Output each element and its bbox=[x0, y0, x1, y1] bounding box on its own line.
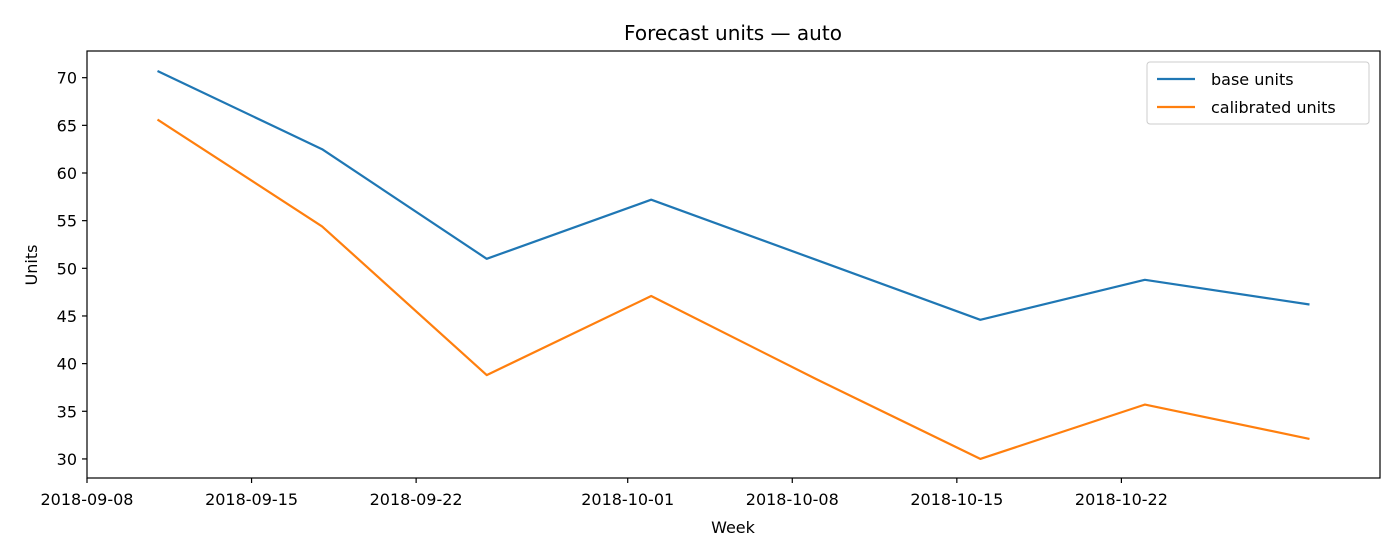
y-tick-label: 55 bbox=[57, 212, 77, 231]
y-tick-label: 40 bbox=[57, 355, 77, 374]
y-tick-label: 50 bbox=[57, 259, 77, 278]
x-tick-label: 2018-09-15 bbox=[205, 490, 298, 509]
plot-area bbox=[86, 50, 1381, 479]
series-line-2 bbox=[156, 118, 1310, 460]
legend-label: base units bbox=[1211, 70, 1294, 89]
x-tick-label: 2018-10-01 bbox=[581, 490, 674, 509]
x-tick-label: 2018-09-08 bbox=[41, 490, 134, 509]
legend: base units calibrated units bbox=[1146, 61, 1370, 125]
y-tick-label: 60 bbox=[57, 164, 77, 183]
y-tick-label: 35 bbox=[57, 402, 77, 421]
x-tick-label: 2018-10-08 bbox=[746, 490, 839, 509]
plot-frame bbox=[86, 50, 1381, 479]
series-line-1 bbox=[157, 70, 1310, 321]
chart-title: Forecast units — auto bbox=[624, 21, 842, 45]
legend-label: calibrated units bbox=[1211, 98, 1336, 117]
y-tick-label: 70 bbox=[57, 69, 77, 88]
y-axis-title: Units bbox=[22, 245, 41, 286]
x-tick-label: 2018-09-22 bbox=[370, 490, 463, 509]
y-axis: 30 35 40 45 50 55 60 65 70 bbox=[57, 69, 87, 469]
legend-box bbox=[1146, 61, 1370, 125]
y-tick-label: 65 bbox=[57, 116, 77, 135]
y-tick-label: 30 bbox=[57, 450, 77, 469]
x-axis: 2018-09-08 2018-09-15 2018-09-22 2018-10-01… bbox=[41, 478, 1168, 509]
x-axis-title: Week bbox=[711, 518, 756, 537]
x-tick-label: 2018-10-15 bbox=[910, 490, 1003, 509]
x-tick-label: 2018-10-22 bbox=[1075, 490, 1168, 509]
y-tick-label: 45 bbox=[57, 307, 77, 326]
